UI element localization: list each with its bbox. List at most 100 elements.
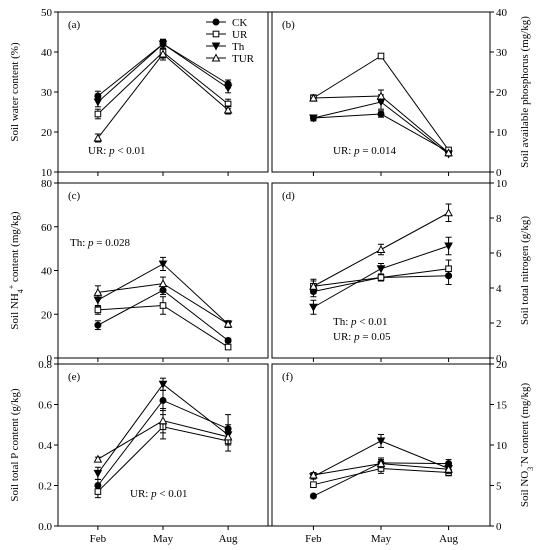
data-point — [445, 265, 452, 273]
data-point — [223, 105, 233, 114]
y-tick-label: 0.4 — [38, 440, 52, 452]
panel-label: (f) — [282, 371, 293, 383]
y-tick-label: 0.6 — [38, 400, 52, 412]
y-tick-label: 15 — [496, 400, 508, 412]
annotation: Th: p = 0.028 — [70, 237, 130, 249]
x-tick-label: Aug — [439, 533, 458, 545]
series-tur — [93, 47, 233, 143]
y-tick-label: 60 — [41, 222, 53, 234]
panel-a: 10 20 30 40 50 Soil water content (%) (a) — [9, 7, 269, 179]
y-tick-label: 0.2 — [38, 481, 52, 493]
y-tick-label: 4 — [496, 283, 502, 295]
data-point — [376, 244, 386, 253]
legend-marker — [211, 42, 221, 51]
y-tick-label: 2 — [496, 318, 502, 330]
panel-label: (d) — [282, 190, 295, 202]
data-point — [376, 437, 386, 446]
y-tick-label: 20 — [496, 359, 508, 371]
y-axis-label: Soil available phosphorus (mg/kg) — [519, 16, 531, 168]
legend-label: UR — [232, 29, 248, 41]
data-point — [310, 481, 317, 488]
data-point — [444, 464, 453, 473]
annotation: UR: p = 0.014 — [333, 145, 397, 157]
legend-label: Th — [232, 41, 245, 53]
data-point — [224, 337, 232, 344]
data-point — [158, 260, 168, 269]
data-point — [94, 110, 102, 118]
series-tur — [93, 276, 233, 328]
series-line — [97, 51, 229, 115]
y-tick-label: 30 — [41, 87, 53, 99]
data-point — [444, 208, 453, 217]
series-tur — [309, 203, 453, 294]
panel-label: (b) — [282, 19, 295, 31]
data-point — [377, 274, 385, 281]
data-point — [94, 488, 102, 495]
legend-marker — [211, 53, 221, 62]
data-point — [158, 380, 168, 389]
y-tick-label: 20 — [496, 87, 508, 99]
data-point — [376, 265, 386, 274]
data-point — [309, 114, 318, 123]
data-point — [223, 319, 233, 328]
data-point — [159, 302, 167, 309]
x-tick-label: May — [153, 533, 174, 545]
y-tick-label: 10 — [496, 440, 508, 452]
series-ck — [94, 389, 232, 493]
y-tick-label: 20 — [41, 127, 53, 139]
legend-label: TUR — [232, 53, 255, 65]
series-tur — [309, 459, 453, 479]
panel-label: (e) — [68, 371, 81, 383]
y-axis-label: Soil total P content (g/kg) — [9, 388, 21, 502]
y-tick-label: 0.0 — [38, 521, 52, 533]
y-tick-label: 40 — [496, 7, 508, 19]
data-point — [158, 49, 168, 58]
figure-frame — [57, 11, 491, 527]
data-point — [158, 279, 168, 288]
x-tick-label: Aug — [219, 533, 238, 545]
legend-marker — [212, 30, 220, 38]
data-point — [309, 492, 317, 500]
x-tick-label: Feb — [90, 533, 107, 545]
data-point — [309, 93, 318, 102]
data-point — [93, 469, 103, 478]
y-axis-label: Soil water content (%) — [9, 42, 21, 142]
y-tick-label: 0.8 — [38, 359, 52, 371]
y-tick-label: 40 — [41, 266, 53, 278]
panel-d: 0 2 4 6 8 10 Soil total nitrogen (g/kg) (d) — [271, 178, 531, 365]
data-point — [224, 343, 232, 351]
data-point — [158, 40, 168, 49]
data-point — [223, 432, 233, 441]
data-point — [376, 459, 386, 468]
x-tick-label: Feb — [305, 533, 322, 545]
y-tick-label: 50 — [41, 7, 53, 19]
panel-e: 0.0 0.2 0.4 0.6 0.8 Feb May Aug Soil total P con… — [9, 359, 269, 545]
data-point — [159, 396, 167, 404]
annotation: Th: p < 0.01 — [333, 316, 388, 328]
data-point — [223, 84, 233, 93]
series-tur — [309, 89, 453, 157]
y-tick-label: 0 — [496, 353, 502, 365]
y-tick-label: 0 — [47, 353, 53, 365]
annotation: UR: p < 0.01 — [88, 145, 146, 157]
data-point — [377, 52, 385, 60]
y-tick-label: 80 — [41, 178, 53, 190]
x-tick-label: May — [371, 533, 392, 545]
data-point — [158, 416, 168, 425]
data-point — [444, 242, 453, 251]
data-point — [444, 148, 453, 157]
data-point — [377, 110, 385, 118]
y-axis-label: Soil total nitrogen (g/kg) — [519, 216, 531, 325]
y-tick-label: 10 — [496, 178, 508, 190]
y-tick-label: 30 — [496, 47, 508, 59]
series-ur — [94, 296, 232, 351]
data-point — [94, 306, 102, 314]
y-tick-label: 10 — [496, 127, 508, 139]
y-tick-label: 5 — [496, 481, 502, 493]
legend-marker — [212, 18, 220, 26]
data-point — [309, 281, 318, 290]
panel-f: 0 5 10 15 20 Feb May Aug Soil NO3-N content (mg/… — [271, 359, 535, 545]
